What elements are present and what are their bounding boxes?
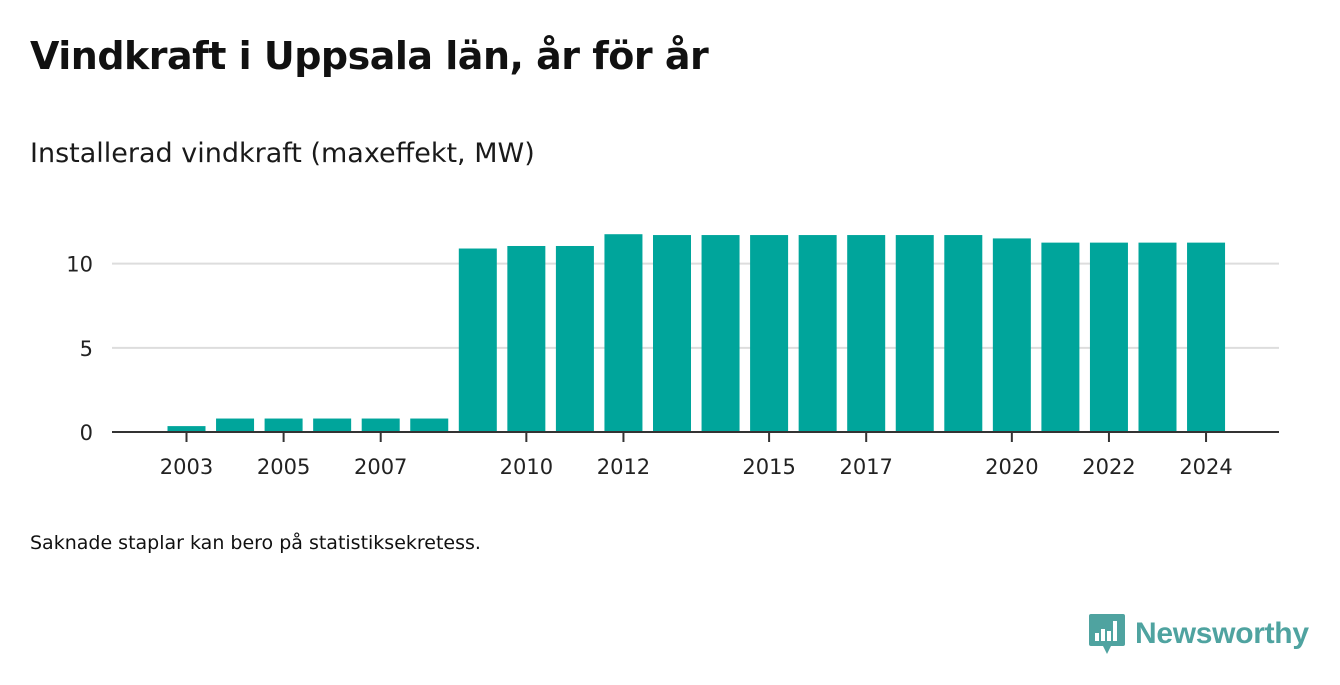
brand-logo: Newsworthy <box>1088 612 1309 656</box>
bar <box>507 245 546 432</box>
bar <box>1187 242 1226 432</box>
bar <box>313 418 352 432</box>
bar <box>555 245 594 432</box>
bar <box>167 426 206 432</box>
brand-name: Newsworthy <box>1135 617 1309 650</box>
bar <box>604 234 643 432</box>
y-tick-label: 0 <box>80 421 93 445</box>
bar <box>216 418 255 432</box>
x-tick-label: 2007 <box>354 455 407 479</box>
x-tick-label: 2020 <box>985 455 1038 479</box>
bar <box>750 235 789 432</box>
x-tick-label: 2022 <box>1082 455 1135 479</box>
bar <box>653 235 691 432</box>
bar <box>264 418 303 432</box>
bar <box>944 235 983 432</box>
footnote: Saknade staplar kan bero på statistiksek… <box>30 532 481 554</box>
y-tick-label: 10 <box>66 253 93 277</box>
newsworthy-logo-icon <box>1089 614 1125 654</box>
bar <box>361 418 400 432</box>
y-tick-label: 5 <box>80 337 93 361</box>
chart-title: Vindkraft i Uppsala län, år för år <box>30 34 709 78</box>
x-tick-label: 2015 <box>742 455 795 479</box>
chart-subtitle: Installerad vindkraft (maxeffekt, MW) <box>30 138 535 169</box>
bar <box>701 235 740 432</box>
bar <box>847 235 886 432</box>
bar <box>1138 242 1177 432</box>
x-tick-label: 2012 <box>597 455 650 479</box>
x-tick-label: 2005 <box>257 455 310 479</box>
x-tick-label: 2024 <box>1179 455 1232 479</box>
bar <box>1089 242 1128 432</box>
x-tick-label: 2017 <box>839 455 892 479</box>
x-tick-label: 2003 <box>160 455 213 479</box>
bar <box>410 418 449 432</box>
x-tick-label: 2010 <box>500 455 553 479</box>
bar <box>458 248 497 432</box>
bar <box>992 238 1031 432</box>
bar <box>895 235 934 432</box>
bar <box>1041 242 1080 432</box>
bar <box>798 235 837 432</box>
